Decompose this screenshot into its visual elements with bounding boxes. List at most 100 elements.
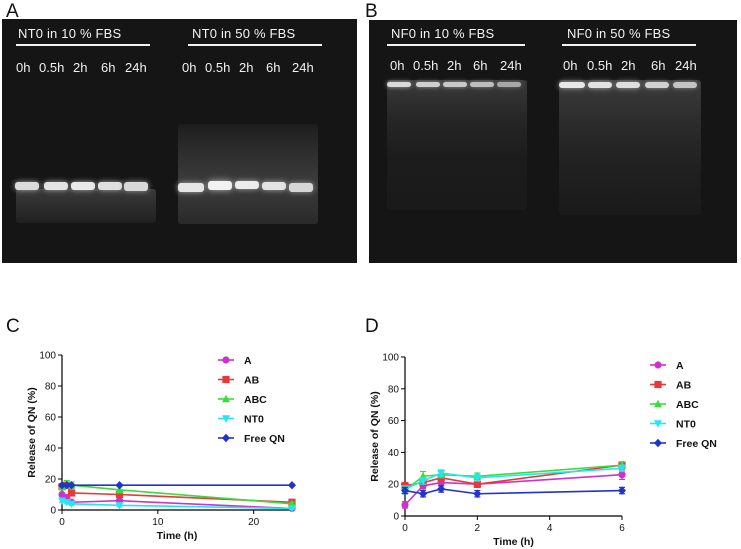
legend-label: AB [676,380,692,392]
legend-marker [222,394,230,403]
gel-a-band [262,182,286,190]
y-axis-label: Release of QN (%) [369,391,381,481]
gel-b-group-title-1: NF0 in 10 % FBS [391,26,495,41]
gel-a-band [208,181,232,190]
data-point [67,489,76,497]
y-tick-label: 20 [388,480,400,491]
data-point [473,474,482,483]
panel-label-b: B [365,1,378,22]
legend-label: Free QN [676,438,717,450]
data-point [62,481,71,490]
legend-marker [654,399,662,408]
x-axis-label: Time (h) [157,530,198,542]
legend-marker [654,438,662,448]
legend-marker [654,420,662,428]
gel-b-smear-50fbs [559,80,701,215]
gel-a-group-title-1: NT0 in 10 % FBS [18,26,122,41]
data-point [58,481,66,490]
gel-a-band [124,182,148,191]
gel-a-group-underline-2 [188,44,322,46]
legend-marker [222,356,230,364]
gel-a-group-title-2: NT0 in 50 % FBS [192,26,296,41]
data-point [115,481,124,490]
legend-label: ABC [244,394,267,406]
gel-b-lane-label: 0h [563,58,578,73]
gel-a-band [15,182,39,190]
gel-b-group-title-2: NF0 in 50 % FBS [567,26,671,41]
gel-b-band [616,82,640,88]
data-point [437,484,446,494]
gel-a-lane-label: 2h [73,60,88,75]
gel-b-lane-label: 6h [473,58,488,73]
legend-label: A [676,360,684,372]
data-point [401,501,409,509]
data-point [618,486,626,495]
data-point [288,505,296,513]
gel-b-lane-label: 0.5h [413,58,439,73]
x-axis-label: Time (h) [493,536,534,548]
y-tick-label: 20 [45,475,57,486]
x-tick-label: 6 [619,523,625,534]
gel-b-band [416,82,440,87]
x-tick-label: 0 [59,517,65,528]
legend-label: A [244,355,252,367]
gel-a-lane-label: 0h [16,60,31,75]
gel-b-band [559,82,585,88]
gel-a-lane-label: 6h [266,60,281,75]
gel-b-group-underline-1 [387,44,525,46]
data-point [115,490,124,499]
gel-a-lane-label: 24h [125,60,147,75]
series-free-qn [58,481,296,490]
panel-label-a: A [6,1,19,22]
gel-b-group-underline-2 [562,44,696,46]
gel-a-band [235,181,259,189]
x-tick-label: 10 [152,517,164,528]
y-tick-label: 80 [45,382,57,393]
data-point [618,471,626,479]
y-tick-label: 0 [393,512,399,523]
series-free-qn [401,484,626,498]
gel-b-band [497,82,521,87]
legend-label: NT0 [244,414,264,426]
gel-a-lane-label: 2h [239,60,254,75]
gel-b-band [588,82,612,88]
y-tick-label: 0 [50,506,56,517]
gel-image-a: NT0 in 10 % FBS NT0 in 50 % FBS 0h 0.5h … [2,19,357,263]
gel-a-group-underline-1 [16,44,150,46]
gel-b-band [673,82,697,88]
release-chart-c: 0 20 40 60 80 100 0 10 20 Time (h) Release of QN (… [26,351,296,542]
legend-marker [654,380,662,389]
gel-a-lane-label: 6h [101,60,116,75]
gel-b-band [387,82,411,87]
legend-marker [222,433,230,443]
data-point [115,502,124,510]
legend-label: Free QN [244,433,285,445]
data-point [419,477,428,486]
y-axis-label: Release of QN (%) [26,387,38,477]
x-tick-label: 20 [248,517,260,528]
data-point [473,489,482,498]
gel-a-band [289,183,313,192]
x-tick-label: 4 [547,523,553,534]
y-tick-label: 100 [382,353,399,364]
legend-label: AB [244,375,260,387]
data-point [473,480,481,488]
gel-a-lane-label: 0.5h [205,60,231,75]
gel-b-lane-label: 2h [447,58,462,73]
legend-label: NT0 [676,419,696,431]
gel-b-band [470,82,494,87]
legend-marker [654,361,662,369]
y-tick-label: 60 [45,413,57,424]
gel-b-lane-label: 6h [651,58,666,73]
gel-b-lane-label: 0.5h [587,58,613,73]
data-point [419,489,428,498]
series-nt0 [401,464,626,494]
gel-b-lane-label: 2h [621,58,636,73]
y-tick-label: 100 [39,351,56,362]
gel-a-smear-50fbs [178,124,318,224]
series-nt0 [58,497,296,513]
gel-a-band [98,182,122,190]
data-point [67,481,76,490]
data-point [401,486,409,495]
gel-a-band [44,182,68,190]
